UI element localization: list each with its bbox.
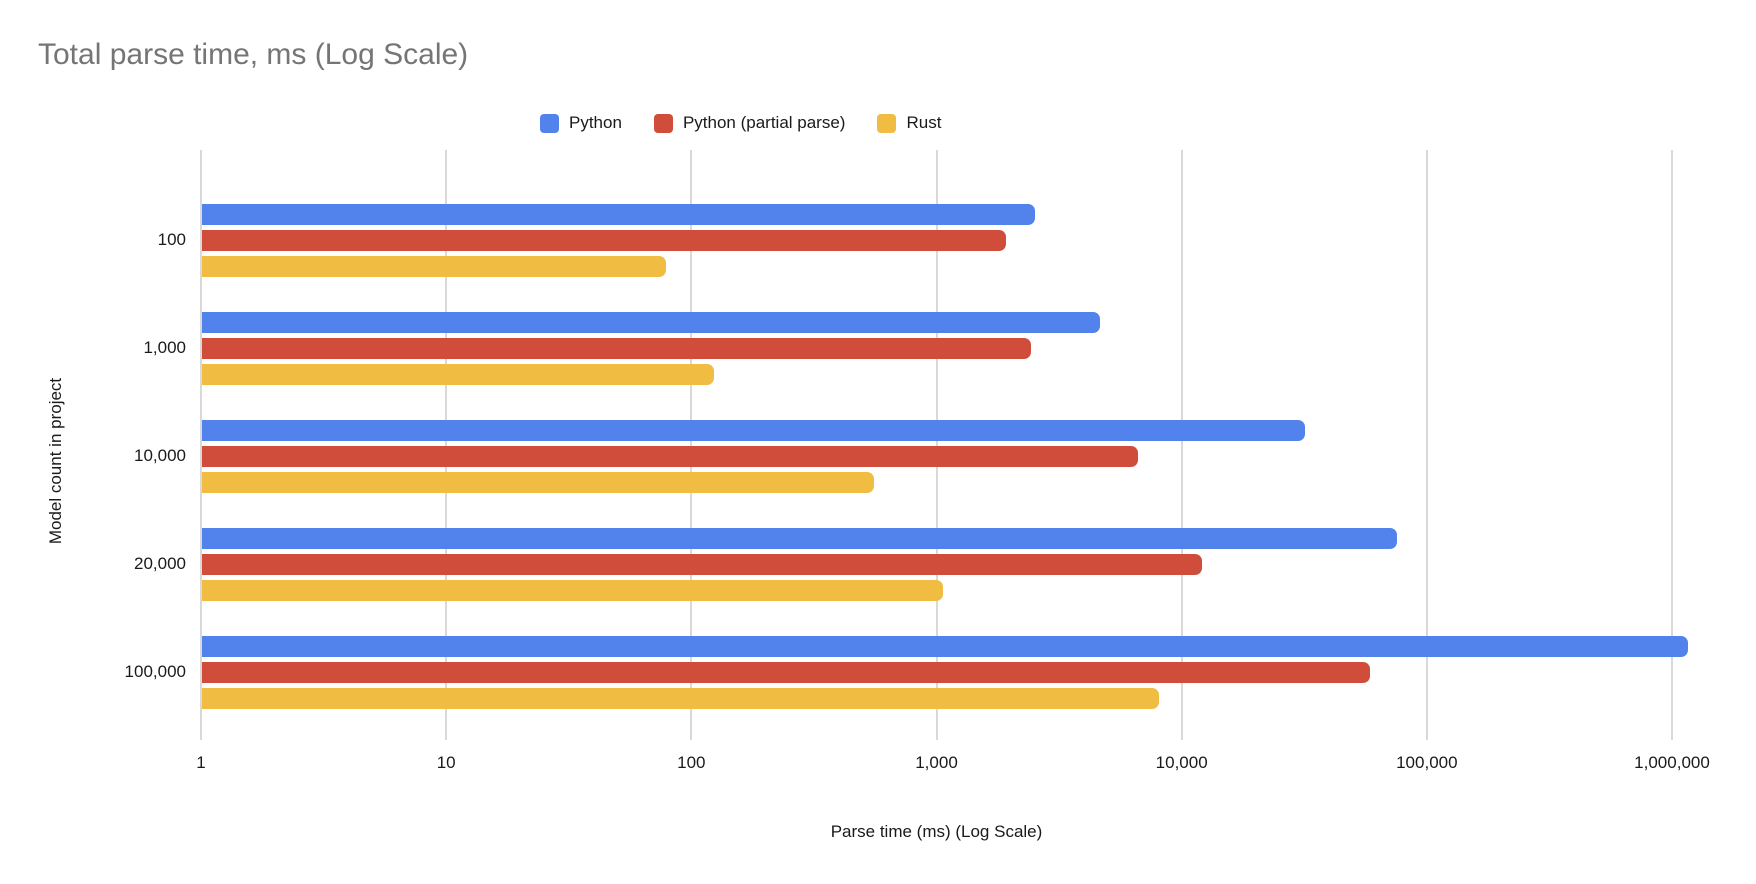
bar-python-partial-parse-10000 [202,446,1139,467]
legend: Python Python (partial parse) Rust [540,113,941,133]
x-tick-label: 10,000 [1155,753,1208,772]
bar-python-20000 [202,528,1398,549]
legend-label: Rust [906,113,942,132]
x-tick-label: 100,000 [1396,753,1458,772]
bar-python-partial-parse-100000 [202,662,1370,683]
bar-rust-1000 [202,364,714,385]
gridline [445,150,448,740]
x-tick-label: 100 [677,753,706,772]
gridline [200,150,202,740]
legend-label: Python [569,113,622,132]
plot-area [200,150,1688,740]
bar-python-1000 [202,312,1100,333]
bar-rust-20000 [202,580,943,601]
legend-item: Python [540,113,622,133]
x-tick-label: 10 [436,753,456,772]
legend-swatch-icon [877,113,897,133]
x-tick-label: 1,000 [915,753,958,772]
x-tick-label: 1,000,000 [1634,753,1710,772]
bar-rust-10000 [202,472,874,493]
gridline [690,150,693,740]
y-category-label: 1,000 [143,338,186,357]
bar-python-100 [202,204,1036,225]
x-tick-label: 1 [196,753,206,772]
legend-swatch-icon [653,113,673,133]
gridline [1671,150,1673,740]
gridline [935,150,938,740]
bar-python-partial-parse-20000 [202,554,1203,575]
chart-title: Total parse time, ms (Log Scale) [38,38,469,71]
legend-label: Python (partial parse) [682,113,846,132]
bar-python-10000 [202,420,1305,441]
bar-python-partial-parse-100 [202,230,1006,251]
gridline [1425,150,1428,740]
legend-item: Rust [877,113,941,133]
y-axis-title: Model count in project [46,377,65,545]
x-axis-title: Parse time (ms) (Log Scale) [830,822,1043,841]
bar-python-100000 [202,636,1688,657]
bar-rust-100 [202,256,666,277]
bar-rust-100000 [202,688,1159,709]
gridline [1180,150,1183,740]
legend-swatch-icon [540,113,559,133]
y-category-label: 10,000 [134,446,186,465]
y-category-label: 20,000 [134,554,186,573]
y-category-label: 100 [157,230,186,249]
legend-item: Python (partial parse) [653,113,846,133]
y-category-label: 100,000 [124,662,186,681]
bar-python-partial-parse-1000 [202,338,1031,359]
